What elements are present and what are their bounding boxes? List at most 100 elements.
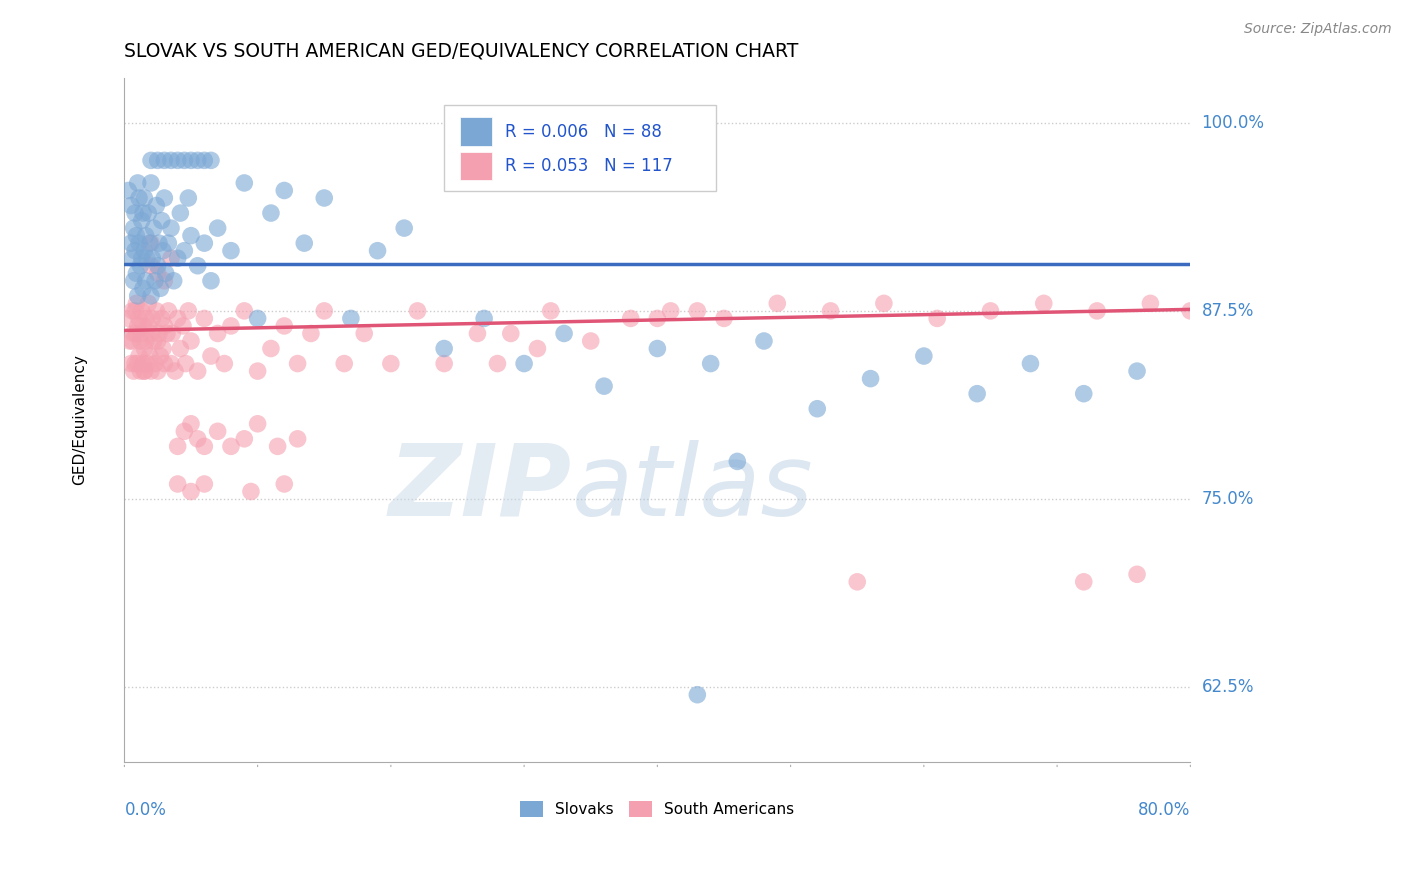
South Americans <box>139 259 162 273</box>
South Americans <box>127 318 149 333</box>
South Americans <box>128 349 150 363</box>
South Americans <box>380 357 402 371</box>
Slovaks <box>187 259 209 273</box>
Slovaks <box>647 342 669 356</box>
Slovaks <box>912 349 935 363</box>
Slovaks <box>160 221 183 235</box>
South Americans <box>163 364 186 378</box>
Slovaks <box>166 153 188 168</box>
Slovaks <box>155 266 177 280</box>
Slovaks <box>686 688 709 702</box>
Slovaks <box>472 311 495 326</box>
Slovaks <box>1126 364 1149 378</box>
Slovaks <box>120 236 142 251</box>
South Americans <box>166 311 188 326</box>
South Americans <box>526 342 548 356</box>
Slovaks <box>173 153 195 168</box>
Slovaks <box>120 198 142 212</box>
Slovaks <box>125 228 148 243</box>
Slovaks <box>699 357 721 371</box>
South Americans <box>169 342 191 356</box>
Slovaks <box>143 274 166 288</box>
South Americans <box>299 326 322 341</box>
South Americans <box>138 318 160 333</box>
Slovaks <box>131 213 153 227</box>
Slovaks <box>135 228 157 243</box>
South Americans <box>146 364 169 378</box>
Slovaks <box>138 236 160 251</box>
South Americans <box>433 357 456 371</box>
South Americans <box>124 357 146 371</box>
South Americans <box>121 304 143 318</box>
South Americans <box>219 318 242 333</box>
Slovaks <box>141 251 163 265</box>
South Americans <box>214 357 236 371</box>
South Americans <box>132 318 155 333</box>
Slovaks <box>180 153 202 168</box>
Slovaks <box>1073 386 1095 401</box>
Legend: Slovaks, South Americans: Slovaks, South Americans <box>515 795 800 823</box>
South Americans <box>467 326 489 341</box>
South Americans <box>200 349 222 363</box>
Slovaks <box>134 191 156 205</box>
Slovaks <box>128 236 150 251</box>
Slovaks <box>187 153 209 168</box>
Text: R = 0.006   N = 88: R = 0.006 N = 88 <box>505 123 662 141</box>
Slovaks <box>219 244 242 258</box>
Slovaks <box>513 357 536 371</box>
South Americans <box>122 326 145 341</box>
Slovaks <box>149 281 172 295</box>
Slovaks <box>135 274 157 288</box>
Text: R = 0.053   N = 117: R = 0.053 N = 117 <box>505 157 672 175</box>
South Americans <box>122 364 145 378</box>
South Americans <box>152 342 174 356</box>
South Americans <box>499 326 522 341</box>
South Americans <box>139 236 162 251</box>
Slovaks <box>142 221 165 235</box>
South Americans <box>233 304 256 318</box>
Text: ZIP: ZIP <box>389 440 572 537</box>
South Americans <box>820 304 842 318</box>
South Americans <box>620 311 643 326</box>
South Americans <box>166 477 188 491</box>
Slovaks <box>207 221 229 235</box>
Slovaks <box>127 176 149 190</box>
South Americans <box>713 311 735 326</box>
Slovaks <box>260 206 283 220</box>
South Americans <box>647 311 669 326</box>
South Americans <box>143 357 166 371</box>
South Americans <box>153 274 176 288</box>
South Americans <box>135 334 157 348</box>
Slovaks <box>177 191 200 205</box>
Slovaks <box>966 386 988 401</box>
Slovaks <box>153 191 176 205</box>
Slovaks <box>200 274 222 288</box>
South Americans <box>1180 304 1202 318</box>
South Americans <box>157 304 180 318</box>
Slovaks <box>152 244 174 258</box>
Slovaks <box>139 176 162 190</box>
Slovaks <box>122 274 145 288</box>
Slovaks <box>134 244 156 258</box>
Slovaks <box>273 184 295 198</box>
Slovaks <box>129 259 152 273</box>
Slovaks <box>859 371 882 385</box>
Text: 80.0%: 80.0% <box>1137 801 1191 820</box>
Text: 87.5%: 87.5% <box>1202 301 1254 320</box>
Slovaks <box>246 311 269 326</box>
Slovaks <box>145 198 167 212</box>
South Americans <box>156 326 179 341</box>
South Americans <box>132 357 155 371</box>
South Americans <box>287 432 309 446</box>
Slovaks <box>160 153 183 168</box>
Text: atlas: atlas <box>572 440 814 537</box>
Slovaks <box>233 176 256 190</box>
South Americans <box>129 334 152 348</box>
South Americans <box>266 439 288 453</box>
Slovaks <box>180 228 202 243</box>
South Americans <box>153 318 176 333</box>
South Americans <box>193 311 215 326</box>
Slovaks <box>314 191 336 205</box>
South Americans <box>166 439 188 453</box>
Slovaks <box>173 244 195 258</box>
